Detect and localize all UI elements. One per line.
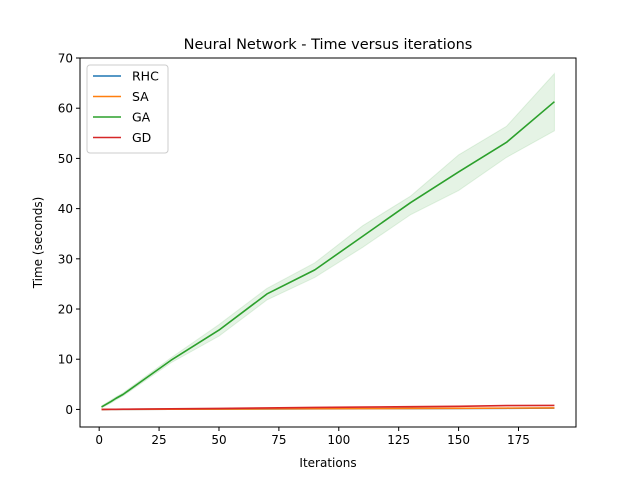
series-line-gd xyxy=(101,404,555,411)
chart-title: Neural Network - Time versus iterations xyxy=(184,37,473,53)
y-tick-label: 30 xyxy=(58,252,73,266)
x-tick-label: 25 xyxy=(151,433,166,447)
x-tick-label: 75 xyxy=(271,433,286,447)
legend-box xyxy=(86,64,169,154)
y-tick-label: 40 xyxy=(58,202,73,216)
legend-label-gd: GD xyxy=(132,130,151,145)
x-tick-label: 0 xyxy=(95,433,103,447)
y-tick-label: 10 xyxy=(58,353,73,367)
y-tick-label: 50 xyxy=(58,152,73,166)
plot-frame xyxy=(79,57,577,428)
legend-label-ga: GA xyxy=(132,110,151,125)
x-tick-label: 150 xyxy=(447,433,470,447)
y-tick-label: 70 xyxy=(58,52,73,66)
y-tick-label: 0 xyxy=(65,403,73,417)
series-line-ga xyxy=(101,101,555,408)
y-axis-label: Time (seconds) xyxy=(31,197,45,290)
x-tick-label: 125 xyxy=(387,433,410,447)
legend-label-sa: SA xyxy=(132,89,149,104)
x-tick-label: 175 xyxy=(507,433,530,447)
x-axis-label: Iterations xyxy=(299,456,356,470)
x-tick-label: 100 xyxy=(327,433,350,447)
legend-label-rhc: RHC xyxy=(132,69,159,84)
y-tick-label: 20 xyxy=(58,303,73,317)
x-tick-label: 50 xyxy=(211,433,226,447)
y-tick-label: 60 xyxy=(58,102,73,116)
legend: RHC SA GA GD xyxy=(86,64,169,154)
band-ga xyxy=(101,72,555,409)
